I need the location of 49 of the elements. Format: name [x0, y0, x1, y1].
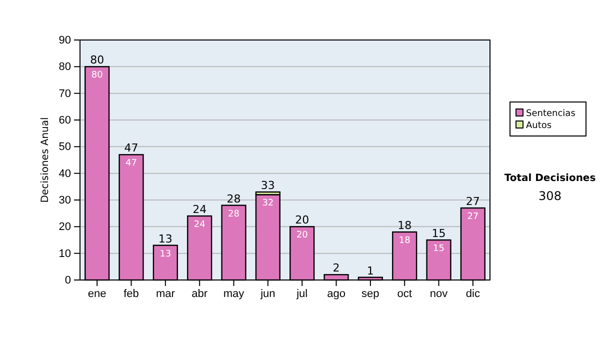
y-tick-label: 50: [58, 141, 71, 154]
x-tick-label: ago: [327, 288, 346, 300]
y-tick-label: 30: [58, 194, 71, 207]
y-axis-title: Decisiones Anual: [40, 117, 51, 203]
total-label: 33: [260, 179, 275, 192]
y-tick-label: 60: [58, 114, 71, 127]
data-label: 27: [467, 212, 479, 222]
x-tick-label: nov: [430, 288, 448, 300]
text: 308: [538, 189, 562, 203]
x-tick-label: may: [223, 288, 245, 300]
total-label: 18: [398, 219, 412, 232]
data-label: 18: [398, 236, 411, 246]
legend-label: Autos: [526, 121, 552, 131]
data-label: 24: [194, 220, 206, 230]
data-label: 13: [160, 249, 172, 260]
data-label: 47: [126, 158, 137, 169]
total-label: 1: [366, 264, 374, 278]
total-label: 80: [90, 54, 104, 67]
total-label: 2: [332, 262, 340, 275]
data-label: 28: [228, 209, 240, 220]
x-tick-label: jun: [260, 288, 276, 300]
y-tick-label: 40: [58, 168, 71, 180]
y-tick-label: 70: [58, 88, 71, 100]
total-label: 13: [158, 232, 172, 246]
y-tick-label: 0: [64, 274, 71, 287]
y-tick-label: 90: [58, 34, 71, 47]
text: Total Decisiones: [504, 173, 596, 184]
x-tick-label: oct: [397, 288, 412, 300]
x-tick-label: abr: [192, 288, 208, 300]
data-label: 20: [296, 230, 308, 241]
data-label: 80: [91, 70, 104, 81]
total-label: 27: [466, 195, 480, 208]
total-label: 15: [432, 227, 446, 240]
x-tick-label: jul: [296, 288, 308, 300]
data-label: 32: [262, 198, 274, 209]
total-label: 47: [124, 142, 138, 155]
x-tick-label: mar: [156, 288, 176, 300]
y-tick-label: 20: [58, 221, 71, 234]
total-label: 20: [295, 214, 310, 227]
legend-label: Sentencias: [526, 109, 576, 119]
x-tick-label: ene: [88, 288, 106, 300]
total-label: 28: [226, 192, 241, 206]
y-tick-label: 80: [58, 61, 71, 74]
x-tick-label: sep: [362, 288, 380, 300]
data-label: 15: [433, 244, 444, 254]
total-label: 24: [192, 203, 207, 216]
x-tick-label: feb: [124, 288, 139, 300]
y-tick-label: 10: [58, 248, 71, 260]
x-tick-label: dic: [466, 288, 480, 300]
